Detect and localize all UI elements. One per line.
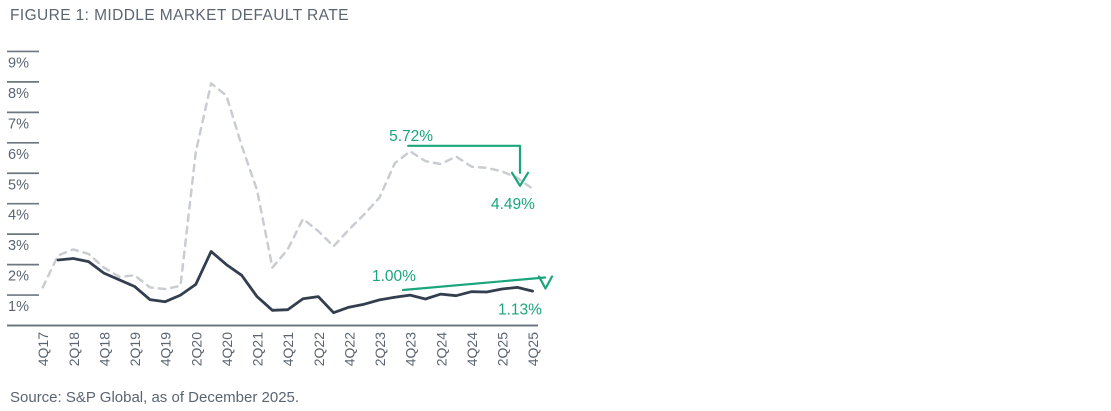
y-tick-label: 1% bbox=[8, 299, 29, 315]
annotation-4-49: 4.49% bbox=[491, 196, 535, 213]
default-rate-chart: 1% 2% 3% 4% 5% 6% 7% 8% 9% 4Q17 2Q18 4Q18 2Q19 4Q19 2Q… bbox=[7, 50, 554, 366]
y-tick-label: 3% bbox=[8, 238, 29, 254]
arrow-head-top bbox=[510, 171, 530, 187]
x-tick-label: 2Q21 bbox=[250, 332, 266, 366]
annotation-1-13: 1.13% bbox=[498, 302, 542, 319]
dashed-gray-line bbox=[41, 82, 534, 291]
y-tick-label: 2% bbox=[8, 269, 29, 285]
x-axis: 4Q17 2Q18 4Q18 2Q19 4Q19 2Q20 4Q20 2Q21 4Q21 2Q22… bbox=[35, 332, 541, 366]
y-tick-label: 9% bbox=[8, 55, 29, 71]
x-tick-label: 2Q25 bbox=[495, 332, 511, 366]
x-tick-label: 2Q18 bbox=[66, 332, 82, 366]
y-tick-label: 5% bbox=[8, 177, 29, 193]
y-axis: 1% 2% 3% 4% 5% 6% 7% 8% 9% bbox=[7, 50, 538, 327]
annotation-5-72: 5.72% bbox=[389, 128, 433, 145]
y-tick-label: 8% bbox=[8, 86, 29, 102]
x-tick-label: 4Q23 bbox=[403, 332, 419, 366]
x-tick-label: 2Q22 bbox=[311, 332, 327, 366]
x-tick-label: 4Q17 bbox=[35, 332, 51, 366]
y-tick-label: 4% bbox=[8, 208, 29, 224]
x-tick-label: 4Q20 bbox=[219, 332, 235, 366]
arrow-line-top bbox=[407, 144, 522, 174]
x-tick-label: 2Q23 bbox=[372, 332, 388, 366]
y-tick-label: 7% bbox=[8, 116, 29, 132]
source-note: Source: S&P Global, as of December 2025. bbox=[10, 389, 300, 406]
x-tick-label: 4Q24 bbox=[464, 332, 480, 366]
x-tick-label: 4Q21 bbox=[280, 332, 296, 366]
annotations bbox=[401, 144, 554, 292]
x-tick-label: 2Q24 bbox=[433, 332, 449, 366]
x-tick-label: 2Q20 bbox=[188, 332, 204, 366]
arrow-head-bottom bbox=[537, 275, 554, 290]
x-tick-label: 2Q19 bbox=[127, 332, 143, 366]
solid-dark-line bbox=[56, 250, 534, 315]
x-tick-label: 4Q19 bbox=[158, 332, 174, 366]
x-tick-label: 4Q18 bbox=[96, 332, 112, 366]
annotation-1-00: 1.00% bbox=[372, 268, 416, 285]
figure-title: FIGURE 1: MIDDLE MARKET DEFAULT RATE bbox=[10, 7, 349, 24]
x-tick-label: 4Q25 bbox=[525, 332, 541, 366]
annotation-labels: 5.72% 4.49% 1.00% 1.13% bbox=[372, 128, 542, 319]
x-tick-label: 4Q22 bbox=[341, 332, 357, 366]
y-tick-label: 6% bbox=[8, 147, 29, 163]
arrow-line-bottom bbox=[401, 276, 547, 292]
